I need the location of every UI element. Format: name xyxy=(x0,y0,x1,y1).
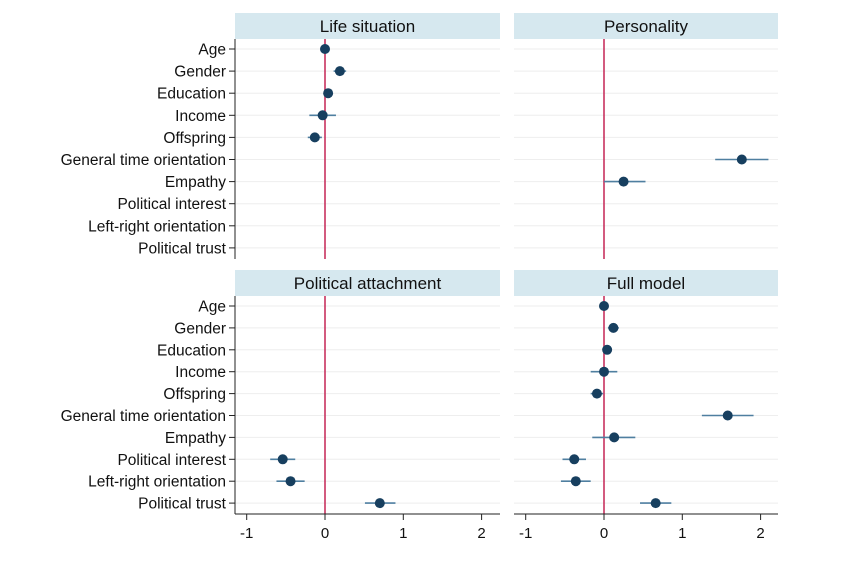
coefficient-point xyxy=(323,88,334,99)
coefficient-point xyxy=(285,476,296,487)
y-tick-label: General time orientation xyxy=(61,408,226,425)
coefficient-point xyxy=(599,301,609,311)
panel-title: Political attachment xyxy=(294,274,442,293)
coefficient-point xyxy=(570,476,581,487)
panel-strip xyxy=(235,270,500,296)
y-tick-label: Age xyxy=(198,42,226,59)
coefficient-point xyxy=(608,322,619,333)
y-tick-label: Offspring xyxy=(163,386,226,403)
y-tick-label: Income xyxy=(175,364,226,381)
coefficient-point xyxy=(599,366,609,377)
y-tick-label: Empathy xyxy=(165,174,226,191)
y-tick-label: Political trust xyxy=(138,496,227,513)
y-tick-label: Political interest xyxy=(117,452,226,469)
x-tick-label: 1 xyxy=(399,525,407,542)
coefficient-point xyxy=(618,176,629,187)
y-tick-label: Gender xyxy=(174,320,226,337)
y-tick-label: General time orientation xyxy=(61,152,226,169)
x-tick-label: 2 xyxy=(477,525,485,542)
panel-strip xyxy=(514,270,778,296)
coefficient-point xyxy=(609,432,620,443)
coefficient-point xyxy=(569,454,580,465)
x-tick-label: -1 xyxy=(240,525,253,542)
x-tick-label: 0 xyxy=(321,525,329,542)
x-tick-label: 0 xyxy=(600,525,608,542)
panel-title: Personality xyxy=(604,17,689,36)
y-tick-label: Left-right orientation xyxy=(88,218,226,235)
coefficient-point xyxy=(736,154,747,165)
panel-title: Life situation xyxy=(320,17,415,36)
y-tick-label: Left-right orientation xyxy=(88,474,226,491)
x-tick-label: 1 xyxy=(678,525,686,542)
coefficient-point xyxy=(374,498,385,509)
y-tick-label: Income xyxy=(175,108,226,125)
y-tick-label: Empathy xyxy=(165,430,226,447)
panel-strip xyxy=(235,13,500,39)
y-tick-label: Political interest xyxy=(117,196,226,213)
y-tick-label: Gender xyxy=(174,64,226,81)
y-tick-label: Education xyxy=(157,86,226,103)
coefficient-point xyxy=(334,66,345,77)
coefficient-point xyxy=(591,388,602,399)
panel-title: Full model xyxy=(607,274,685,293)
coefficient-point xyxy=(722,410,733,421)
x-tick-label: 2 xyxy=(756,525,764,542)
coefficient-point xyxy=(309,132,320,143)
y-tick-label: Political trust xyxy=(138,240,227,257)
panel-strip xyxy=(514,13,778,39)
y-tick-label: Offspring xyxy=(163,130,226,147)
x-tick-label: -1 xyxy=(519,525,532,542)
coefficient-point xyxy=(277,454,288,465)
coefficient-point xyxy=(320,44,330,54)
coefficient-point xyxy=(602,344,613,355)
coefficient-point xyxy=(650,498,661,509)
y-tick-label: Age xyxy=(198,299,226,316)
y-tick-label: Education xyxy=(157,342,226,359)
coefficient-point xyxy=(317,110,328,121)
